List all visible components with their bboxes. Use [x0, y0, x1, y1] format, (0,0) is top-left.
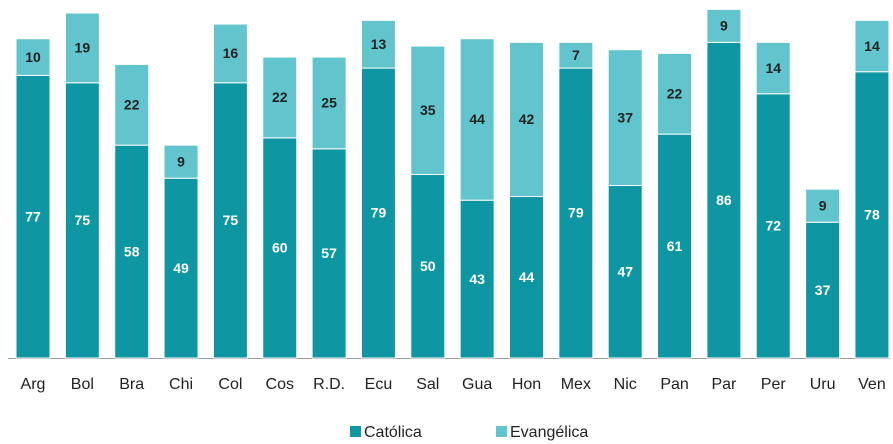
- value-label: 13: [371, 36, 387, 52]
- value-label: 9: [720, 18, 728, 34]
- legend-swatch: [496, 426, 507, 437]
- value-label: 37: [815, 282, 831, 298]
- value-label: 14: [864, 38, 880, 54]
- bar-segment: [15, 74, 51, 359]
- bar-segment: [212, 82, 248, 359]
- x-tick-label: Bra: [119, 376, 144, 393]
- x-tick-label: Chi: [169, 376, 193, 393]
- value-label: 60: [272, 240, 288, 256]
- value-label: 37: [617, 109, 633, 125]
- bar-segment: [558, 67, 594, 359]
- x-tick-label: Nic: [614, 376, 637, 393]
- x-tick-label: Pan: [660, 376, 688, 393]
- value-label: 44: [469, 111, 485, 127]
- bar-segment: [212, 23, 248, 84]
- bar-segment: [854, 19, 890, 73]
- x-tick-label: Ecu: [365, 376, 393, 393]
- bar-segment: [854, 71, 890, 359]
- value-label: 25: [321, 95, 337, 111]
- x-tick-label: Bol: [71, 376, 94, 393]
- bar-segment: [262, 137, 298, 359]
- value-label: 10: [25, 49, 41, 65]
- value-label: 86: [716, 192, 732, 208]
- bar-segment: [755, 41, 791, 95]
- value-label: 72: [765, 218, 781, 234]
- bar-segment: [657, 52, 693, 135]
- bar-segment: [558, 41, 594, 69]
- legend-label: Evangélica: [510, 424, 588, 441]
- bar-segment: [459, 199, 495, 359]
- value-label: 22: [667, 85, 683, 101]
- value-label: 77: [25, 208, 41, 224]
- x-tick-label: Arg: [21, 376, 46, 393]
- x-tick-label: Par: [711, 376, 737, 393]
- value-label: 75: [75, 212, 91, 228]
- bar-segment: [706, 8, 742, 43]
- bar-segment: [15, 38, 51, 76]
- value-label: 75: [223, 212, 239, 228]
- bar-segment: [410, 45, 446, 175]
- x-tick-label: Col: [218, 376, 242, 393]
- value-label: 44: [519, 269, 535, 285]
- value-label: 19: [75, 40, 91, 56]
- value-label: 78: [864, 207, 880, 223]
- x-tick-label: Hon: [512, 376, 541, 393]
- bar-segment: [311, 56, 347, 150]
- bar-segment: [262, 56, 298, 139]
- bar-segment: [163, 144, 199, 179]
- bar-segment: [459, 38, 495, 201]
- bar-segment: [311, 148, 347, 359]
- value-label: 49: [173, 260, 189, 276]
- value-label: 14: [765, 60, 781, 76]
- value-label: 7: [572, 47, 580, 63]
- x-tick-label: Sal: [416, 376, 439, 393]
- bar-segment: [706, 41, 742, 359]
- x-tick-label: Uru: [810, 376, 836, 393]
- x-tick-label: Gua: [462, 376, 492, 393]
- bar-segment: [657, 133, 693, 359]
- value-label: 9: [819, 197, 827, 213]
- x-tick-label: Cos: [266, 376, 294, 393]
- bar-segment: [360, 19, 396, 69]
- value-label: 57: [321, 245, 337, 261]
- x-tick-label: R.D.: [313, 376, 345, 393]
- value-label: 16: [223, 45, 239, 61]
- bar-segment: [114, 144, 150, 359]
- value-label: 22: [124, 96, 140, 112]
- bar-segment: [607, 49, 643, 187]
- value-label: 79: [568, 205, 584, 221]
- value-label: 22: [272, 89, 288, 105]
- x-tick-label: Mex: [561, 376, 591, 393]
- value-label: 42: [519, 111, 535, 127]
- value-label: 61: [667, 238, 683, 254]
- value-label: 35: [420, 102, 436, 118]
- value-label: 43: [469, 271, 485, 287]
- value-label: 79: [371, 205, 387, 221]
- legend-label: Católica: [364, 424, 422, 441]
- bar-segment: [360, 67, 396, 359]
- x-tick-label: Per: [761, 376, 787, 393]
- legend-swatch: [350, 426, 361, 437]
- x-tick-label: Ven: [858, 376, 886, 393]
- bar-segment: [805, 188, 841, 223]
- bar-segment: [509, 41, 544, 198]
- value-label: 9: [177, 153, 185, 169]
- bar-segment: [410, 174, 446, 359]
- value-label: 58: [124, 243, 140, 259]
- bar-segment: [755, 93, 791, 359]
- value-label: 50: [420, 258, 436, 274]
- bar-segment: [114, 63, 150, 146]
- bar-segment: [64, 12, 100, 84]
- value-label: 47: [617, 263, 633, 279]
- bar-segment: [509, 196, 544, 359]
- bar-segment: [163, 177, 199, 359]
